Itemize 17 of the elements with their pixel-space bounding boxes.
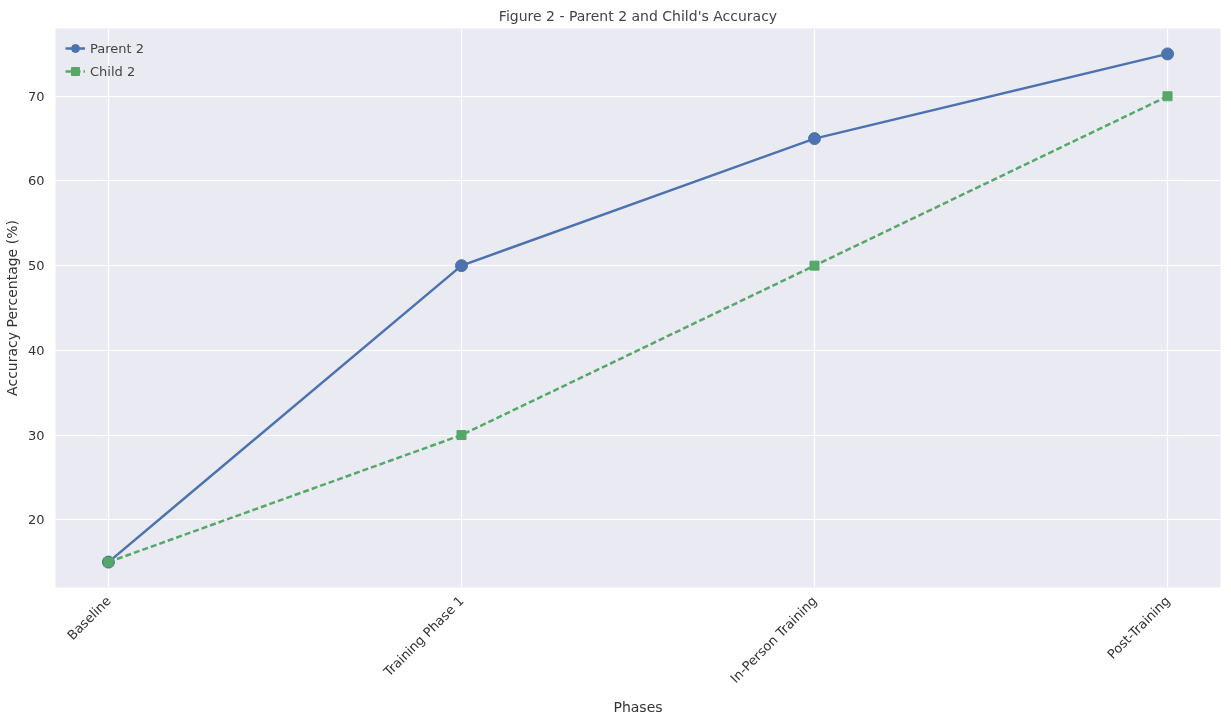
- point: [808, 132, 822, 146]
- y-tick-label: 50: [27, 258, 45, 274]
- y-tick-label: 30: [27, 427, 45, 443]
- chart-title: Figure 2 - Parent 2 and Child's Accuracy: [498, 7, 778, 24]
- y-tick-label: 40: [27, 342, 45, 358]
- point: [456, 430, 467, 441]
- y-axis-title: Accuracy Percentage (%): [3, 220, 20, 396]
- y-tick-label: 20: [27, 512, 45, 528]
- point: [454, 259, 468, 273]
- y-tick-label: 60: [27, 173, 45, 189]
- point: [1162, 91, 1173, 102]
- point: [809, 260, 820, 271]
- y-tick-label: 70: [27, 88, 45, 104]
- legend-label: Parent 2: [90, 40, 145, 56]
- point: [1161, 47, 1175, 61]
- legend-label: Child 2: [90, 63, 136, 79]
- x-axis-title: Phases: [613, 699, 663, 716]
